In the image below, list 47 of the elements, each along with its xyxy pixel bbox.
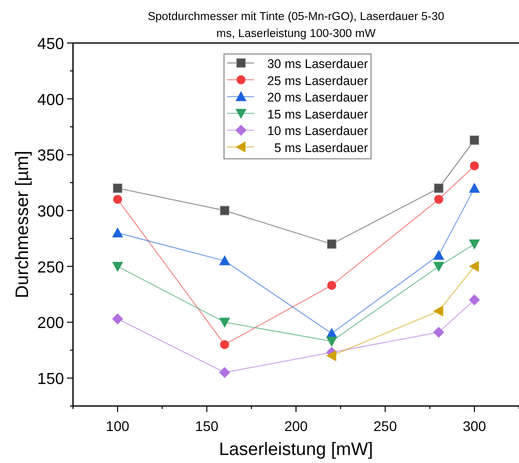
point <box>112 227 124 238</box>
point <box>433 306 444 317</box>
point <box>468 294 480 306</box>
y-tick-label: 350 <box>37 148 64 165</box>
point <box>112 313 124 324</box>
point <box>470 161 479 170</box>
point <box>219 255 230 266</box>
point <box>112 183 122 193</box>
y-tick-label: 300 <box>37 204 64 221</box>
legend-label: 30 ms Laserdauer <box>267 57 368 71</box>
y-tick-label: 200 <box>37 315 64 332</box>
point <box>327 280 336 290</box>
point <box>470 135 480 145</box>
point <box>113 194 122 204</box>
point <box>220 340 230 350</box>
point <box>433 262 444 272</box>
point <box>326 350 336 362</box>
point <box>326 239 336 249</box>
y-tick-label: 400 <box>37 92 64 109</box>
point <box>433 326 444 338</box>
legend-label: 15 ms Laserdauer <box>267 107 368 122</box>
legend-label: 25 ms Laserdauer <box>267 74 368 88</box>
point <box>468 260 479 272</box>
point <box>220 206 230 216</box>
x-tick-label: 250 <box>374 418 398 434</box>
chart-title: Spotdurchmesser mit Tinte (05-Mn-rGO), Laserdauer 5-30 ms, Laserleistung 100-300 mW <box>148 11 444 40</box>
point <box>468 182 480 193</box>
y-axis-title: Durchmesser [µm] <box>12 150 32 298</box>
legend-label: 10 ms Laserdauer <box>267 124 368 138</box>
point <box>434 194 444 204</box>
point <box>468 240 480 250</box>
point <box>434 183 444 193</box>
x-tick-label: 300 <box>462 418 486 434</box>
x-tick-label: 200 <box>284 418 308 434</box>
x-tick-label: 100 <box>106 418 130 434</box>
x-tick-label: 150 <box>195 418 219 434</box>
legend-label: 5 ms Laserdauer <box>270 141 368 155</box>
point <box>326 336 338 347</box>
point <box>219 366 230 378</box>
point <box>219 318 230 328</box>
point <box>433 250 444 260</box>
y-tick-label: 150 <box>37 371 64 388</box>
x-axis-title: Laserleistung [mW] <box>218 439 374 459</box>
legend-label: 20 ms Laserdauer <box>267 90 368 105</box>
y-tick-label: 250 <box>37 259 64 276</box>
y-tick-label: 450 <box>37 36 64 53</box>
point <box>112 262 124 272</box>
